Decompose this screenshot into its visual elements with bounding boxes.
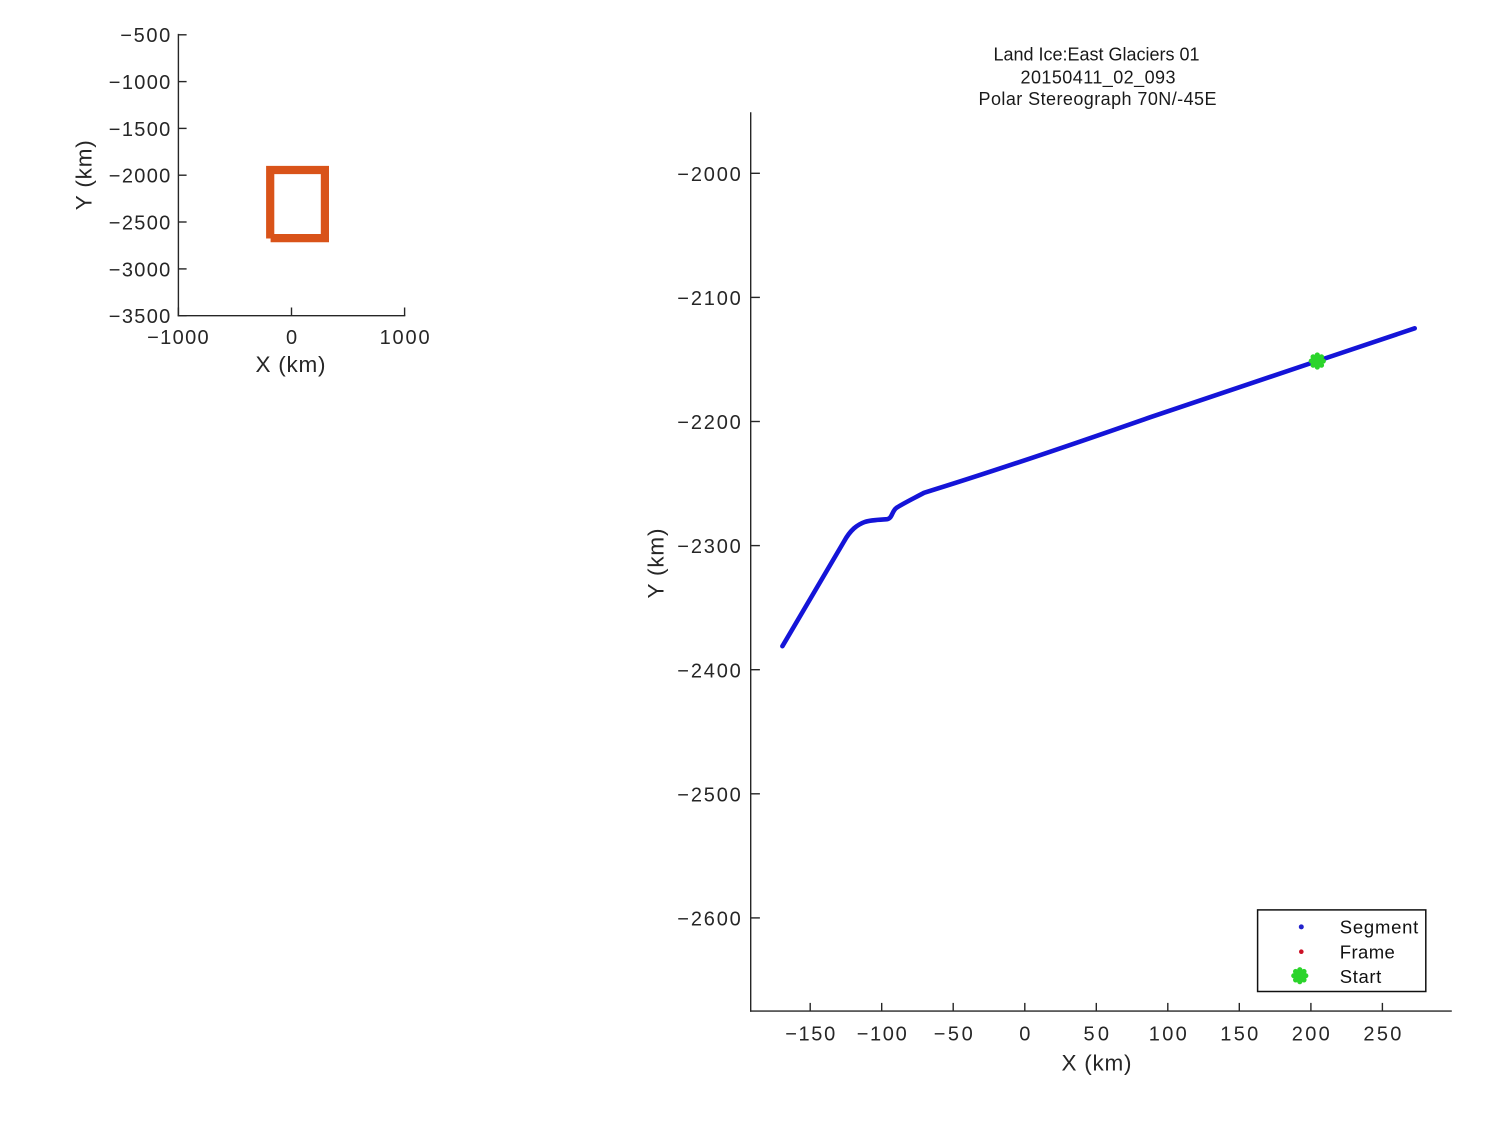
svg-text:−2600: −2600 [677,909,741,931]
svg-text:−50: −50 [934,1024,973,1046]
svg-text:−2300: −2300 [677,536,741,558]
svg-text:Land Ice:East Glaciers 01: Land Ice:East Glaciers 01 [994,45,1200,65]
svg-text:1000: 1000 [380,327,430,349]
svg-text:Polar Stereograph 70N/-45E: Polar Stereograph 70N/-45E [979,89,1217,109]
svg-text:0: 0 [1019,1024,1030,1046]
svg-text:−2000: −2000 [109,166,171,188]
svg-text:Start: Start [1340,966,1382,987]
svg-text:Y (km): Y (km) [644,529,669,599]
svg-text:−2500: −2500 [677,784,741,806]
svg-text:150: 150 [1220,1024,1258,1046]
svg-text:Frame: Frame [1340,941,1395,962]
svg-text:−2000: −2000 [677,164,741,186]
svg-text:−1000: −1000 [109,72,171,94]
svg-text:−3000: −3000 [109,259,171,281]
svg-text:200: 200 [1292,1024,1330,1046]
svg-text:Y (km): Y (km) [72,140,97,210]
svg-text:250: 250 [1363,1024,1401,1046]
svg-text:100: 100 [1149,1024,1187,1046]
svg-text:−2400: −2400 [677,660,741,682]
svg-text:20150411_02_093: 20150411_02_093 [1021,67,1176,88]
svg-text:−1500: −1500 [109,119,171,141]
svg-text:Segment: Segment [1340,917,1419,938]
svg-text:X (km): X (km) [1062,1051,1132,1076]
svg-text:X (km): X (km) [256,352,326,377]
svg-text:−3500: −3500 [109,306,171,328]
svg-text:−2200: −2200 [677,412,741,434]
svg-text:−2500: −2500 [109,212,171,234]
svg-text:0: 0 [286,327,297,349]
svg-text:−1000: −1000 [147,327,209,349]
svg-text:−2100: −2100 [677,288,741,310]
